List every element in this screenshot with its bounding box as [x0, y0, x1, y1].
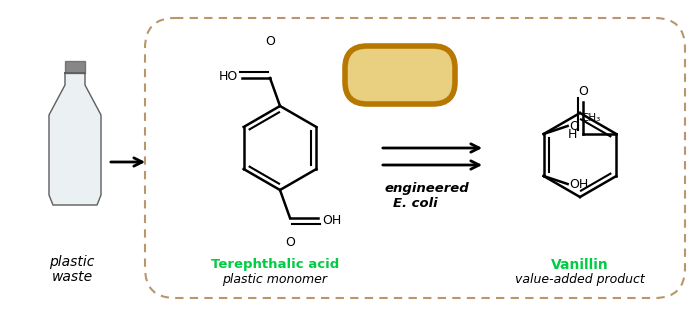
- Text: OH: OH: [570, 177, 589, 191]
- Text: O: O: [570, 119, 580, 132]
- Text: O: O: [285, 236, 295, 249]
- Text: plastic monomer: plastic monomer: [223, 273, 328, 286]
- FancyBboxPatch shape: [145, 18, 685, 298]
- FancyBboxPatch shape: [345, 46, 455, 104]
- Text: engineered: engineered: [385, 182, 470, 195]
- Text: O: O: [265, 35, 275, 48]
- Text: E. coli: E. coli: [393, 197, 438, 210]
- Text: Vanillin: Vanillin: [551, 258, 609, 272]
- Text: waste: waste: [51, 270, 92, 284]
- Polygon shape: [65, 61, 85, 73]
- Text: Terephthalic acid: Terephthalic acid: [211, 258, 339, 271]
- Text: plastic: plastic: [49, 255, 94, 269]
- Text: CH₃: CH₃: [582, 113, 601, 123]
- Text: OH: OH: [322, 213, 342, 226]
- Text: value-added product: value-added product: [515, 273, 645, 286]
- Polygon shape: [49, 73, 101, 205]
- Text: O: O: [578, 85, 588, 98]
- Text: H: H: [568, 128, 578, 140]
- Text: HO: HO: [218, 70, 238, 82]
